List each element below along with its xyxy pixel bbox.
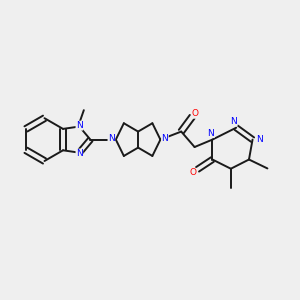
- Text: N: N: [256, 135, 262, 144]
- Text: N: N: [208, 129, 214, 138]
- Text: N: N: [161, 134, 168, 142]
- Text: N: N: [230, 117, 237, 126]
- Text: N: N: [76, 121, 83, 130]
- Text: O: O: [190, 168, 196, 177]
- Text: O: O: [192, 109, 199, 118]
- Text: N: N: [76, 149, 83, 158]
- Text: N: N: [108, 134, 115, 142]
